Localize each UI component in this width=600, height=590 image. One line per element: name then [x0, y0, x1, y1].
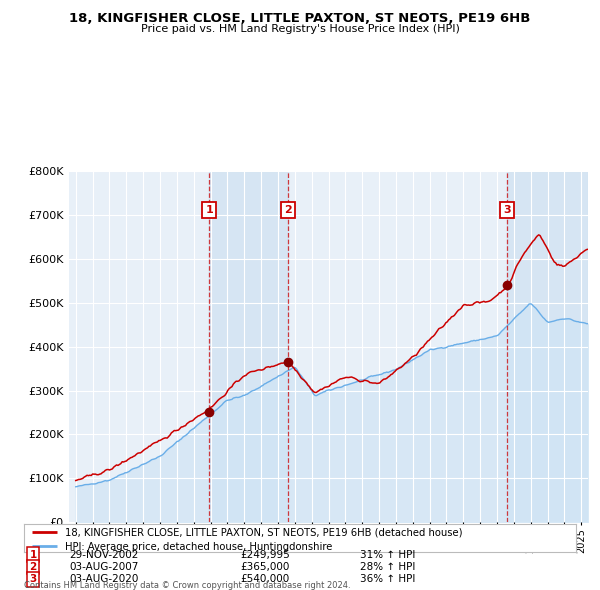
Text: 3: 3 [503, 205, 511, 215]
Text: £249,995: £249,995 [240, 550, 290, 559]
Bar [209, 171, 288, 522]
Text: 36% ↑ HPI: 36% ↑ HPI [360, 575, 415, 584]
Text: 2: 2 [284, 205, 292, 215]
Text: 1: 1 [205, 205, 213, 215]
Text: 28% ↑ HPI: 28% ↑ HPI [360, 562, 415, 572]
Text: Price paid vs. HM Land Registry's House Price Index (HPI): Price paid vs. HM Land Registry's House … [140, 24, 460, 34]
Text: 31% ↑ HPI: 31% ↑ HPI [360, 550, 415, 559]
Text: HPI: Average price, detached house, Huntingdonshire: HPI: Average price, detached house, Hunt… [65, 542, 333, 552]
Text: 3: 3 [29, 575, 37, 584]
Text: 18, KINGFISHER CLOSE, LITTLE PAXTON, ST NEOTS, PE19 6HB (detached house): 18, KINGFISHER CLOSE, LITTLE PAXTON, ST … [65, 527, 463, 537]
Text: 2: 2 [29, 562, 37, 572]
Text: 03-AUG-2020: 03-AUG-2020 [69, 575, 139, 584]
Text: 29-NOV-2002: 29-NOV-2002 [69, 550, 139, 559]
Text: 1: 1 [29, 550, 37, 559]
Text: £365,000: £365,000 [240, 562, 289, 572]
Text: £540,000: £540,000 [240, 575, 289, 584]
Text: 18, KINGFISHER CLOSE, LITTLE PAXTON, ST NEOTS, PE19 6HB: 18, KINGFISHER CLOSE, LITTLE PAXTON, ST … [70, 12, 530, 25]
Bar [507, 171, 588, 522]
Text: Contains HM Land Registry data © Crown copyright and database right 2024.: Contains HM Land Registry data © Crown c… [24, 581, 350, 590]
Text: 03-AUG-2007: 03-AUG-2007 [69, 562, 139, 572]
